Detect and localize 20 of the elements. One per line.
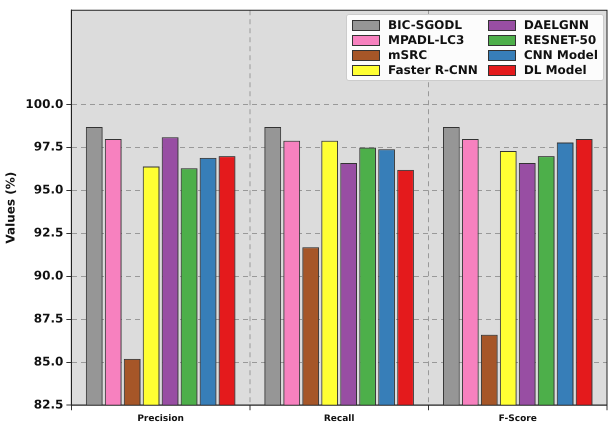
legend-label: mSRC — [388, 48, 428, 62]
y-tick-label: 100.0 — [25, 96, 64, 111]
x-tick-label: Recall — [324, 414, 354, 424]
legend-label: Faster R-CNN — [388, 63, 478, 78]
y-tick-label: 92.5 — [34, 226, 64, 240]
legend-label: DAELGNN — [524, 18, 589, 32]
legend-label: BIC-SGODL — [388, 18, 462, 32]
legend-label: CNN Model — [524, 48, 598, 62]
y-tick-label: 97.5 — [34, 140, 64, 154]
y-tick-label: 90.0 — [34, 268, 64, 283]
legend-label: RESNET-50 — [524, 33, 596, 48]
x-tick-label: F-Score — [498, 414, 537, 424]
y-tick-label: 95.0 — [34, 182, 64, 197]
y-tick-label: 85.0 — [34, 354, 64, 368]
y-tick-label: 82.5 — [34, 397, 64, 412]
y-tick-label: 87.5 — [34, 311, 64, 326]
y-axis-title: Values (%) — [3, 172, 18, 244]
legend-label: DL Model — [524, 63, 587, 78]
legend-label: MPADL-LC3 — [388, 33, 464, 48]
x-tick-label: Precision — [137, 414, 184, 424]
